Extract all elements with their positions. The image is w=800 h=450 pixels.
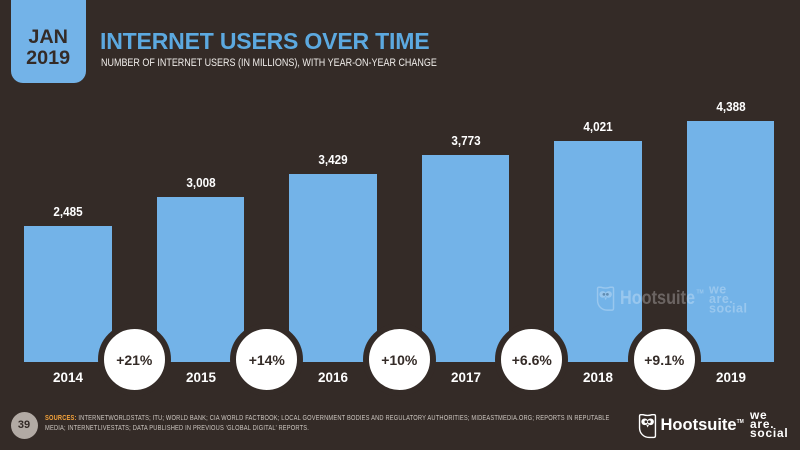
svg-text:Hootsuite: Hootsuite xyxy=(620,287,695,309)
svg-text:are.: are. xyxy=(709,292,733,306)
svg-text:social: social xyxy=(709,301,747,315)
svg-text:TM: TM xyxy=(697,290,704,296)
svg-text:we: we xyxy=(708,282,727,296)
